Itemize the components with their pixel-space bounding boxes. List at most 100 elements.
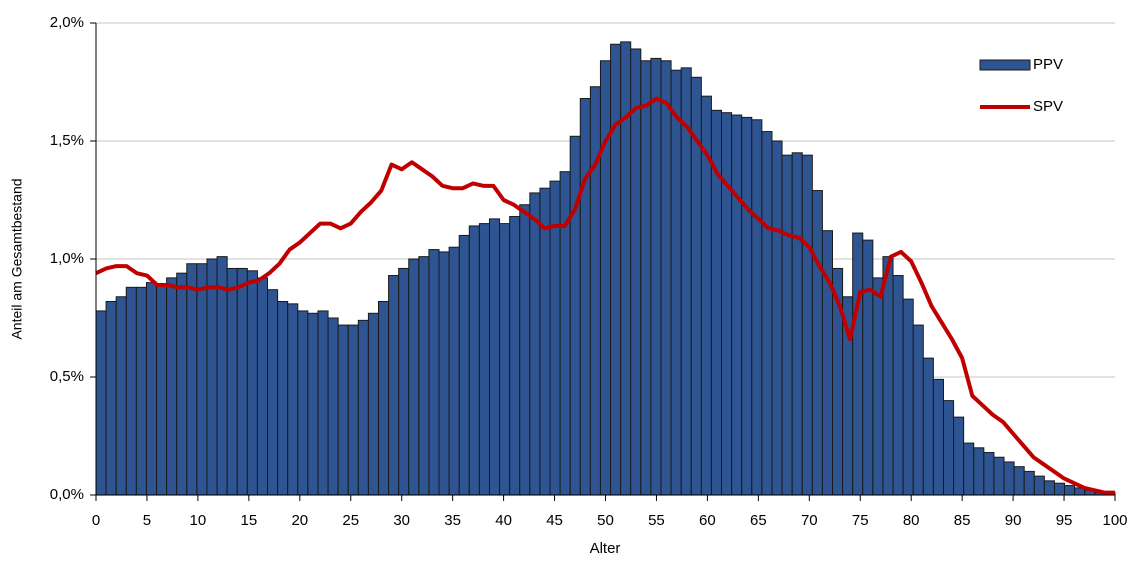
y-tick-label: 0,0% [50, 486, 84, 503]
x-tick-label: 10 [190, 512, 207, 529]
x-tick-label: 90 [1005, 512, 1022, 529]
bar [468, 225, 480, 496]
bar [337, 324, 349, 496]
y-axis-label: Anteil am Gesamtbestand [9, 178, 25, 339]
bar [256, 277, 269, 496]
x-tick-label: 65 [750, 512, 767, 529]
bar [347, 324, 359, 496]
bar [791, 152, 803, 496]
bar [428, 249, 440, 496]
x-tick-label: 30 [393, 512, 410, 529]
x-tick-label: 15 [241, 512, 258, 529]
bar [408, 258, 420, 496]
bar [902, 298, 914, 496]
bar [589, 86, 601, 496]
x-tick-label: 5 [143, 512, 151, 529]
bar [529, 192, 541, 496]
bar [135, 286, 147, 496]
bar [620, 41, 632, 496]
bar [973, 447, 985, 496]
bar [478, 223, 490, 496]
bar [307, 312, 319, 496]
bar [105, 300, 117, 496]
bar [801, 154, 813, 496]
y-tick-label: 1,0% [50, 250, 84, 267]
bar [398, 267, 410, 496]
bar [509, 216, 521, 496]
bar [539, 187, 551, 496]
bar [610, 43, 622, 496]
bar [388, 275, 400, 496]
bar [811, 190, 823, 496]
bar [579, 98, 591, 496]
bar [781, 154, 793, 496]
bar [115, 296, 127, 496]
line [95, 96, 1115, 495]
bar [499, 223, 511, 496]
bar [246, 270, 258, 496]
bar [731, 114, 743, 496]
bar [1023, 470, 1035, 496]
bar [367, 312, 379, 496]
bar [216, 256, 228, 496]
legend-swatch [979, 59, 1031, 71]
bar [882, 256, 894, 496]
x-tick-label: 95 [1056, 512, 1073, 529]
y-tick-label: 1,5% [50, 132, 84, 149]
bar [357, 319, 369, 496]
bar [721, 112, 733, 496]
bar [277, 300, 289, 496]
x-tick-label: 70 [801, 512, 818, 529]
bar [1043, 480, 1055, 496]
bar [418, 256, 430, 496]
bar [771, 140, 783, 496]
bar [983, 452, 995, 496]
bar [670, 69, 682, 496]
bar [650, 57, 662, 496]
bar [448, 246, 460, 496]
bar [932, 378, 944, 496]
bar [458, 234, 470, 496]
y-tick-label: 0,5% [50, 368, 84, 385]
bar [267, 289, 279, 496]
bar [377, 300, 390, 496]
bar [519, 204, 531, 496]
legend-label: PPV [1033, 56, 1063, 73]
bar [892, 275, 904, 496]
bar [1064, 485, 1076, 496]
bar [1013, 466, 1025, 496]
bar [751, 119, 763, 496]
x-tick-label: 75 [852, 512, 869, 529]
x-tick-label: 55 [648, 512, 665, 529]
bar [327, 317, 339, 496]
bar [186, 263, 198, 496]
bar [488, 218, 501, 496]
bar [145, 282, 158, 496]
legend-label: SPV [1033, 98, 1063, 115]
x-tick-label: 80 [903, 512, 920, 529]
bar [156, 284, 168, 496]
bar [125, 286, 137, 496]
bar [993, 456, 1005, 496]
x-axis-label: Alter [590, 540, 621, 557]
bar [95, 310, 107, 496]
bar [236, 267, 248, 496]
x-tick-label: 60 [699, 512, 716, 529]
bar [741, 116, 753, 496]
x-tick-label: 100 [1102, 512, 1127, 529]
bar [569, 135, 581, 496]
bar [942, 400, 955, 496]
x-tick-label: 85 [954, 512, 971, 529]
bar [226, 267, 238, 496]
bar [953, 416, 965, 496]
bar [206, 258, 218, 496]
x-tick-label: 45 [546, 512, 563, 529]
bar [176, 272, 188, 496]
bar [438, 251, 450, 496]
bar [287, 303, 299, 496]
bar [922, 357, 934, 496]
bar [196, 263, 208, 496]
y-tick-label: 2,0% [50, 14, 84, 31]
bar [1033, 475, 1045, 496]
